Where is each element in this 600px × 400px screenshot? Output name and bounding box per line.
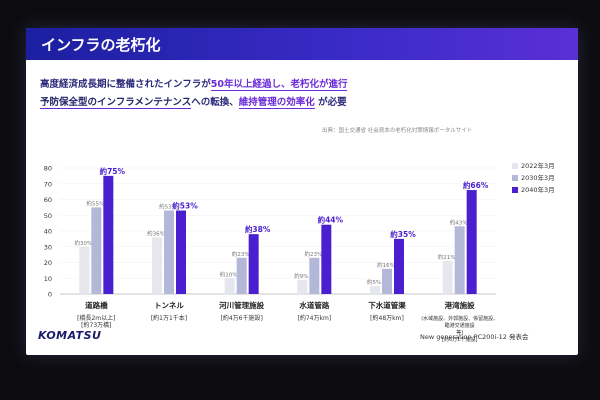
bar-3-2 [321, 224, 332, 294]
data-label-5-2: 約66% [463, 180, 489, 190]
data-label-3-2: 約44% [318, 215, 344, 225]
data-label-4-2: 約35% [390, 229, 416, 239]
bar-3-1 [309, 257, 320, 294]
bar-3-0 [297, 279, 308, 294]
title-banner: インフラの老朽化 [26, 28, 578, 60]
slide-title: インフラの老朽化 [41, 36, 161, 54]
category-note-5-1: 臨港交通施設 [445, 322, 475, 329]
intro-line-1: 高度経済成長期に整備されたインフラが50年以上経過し、老朽化が進行 [40, 76, 510, 94]
data-label-5-0: 約21% [438, 253, 456, 261]
category-label-5: 港湾施設 [445, 300, 475, 310]
category-note-2-0: [約4万6千施設] [221, 314, 263, 322]
category-label-4: 下水道管渠 [368, 300, 406, 310]
legend-label-0: 2022年3月 [521, 161, 555, 170]
category-note-1-0: [約1万1千本] [151, 314, 187, 322]
source-note: 出典：国土交通省 社会資本の老朽化対策情報ポータルサイト [322, 128, 473, 134]
legend-label-2: 2040年3月 [521, 185, 555, 194]
legend-swatch-0 [512, 163, 518, 169]
data-label-5-1: 約43% [450, 218, 468, 226]
y-tick-label-6: 60 [44, 196, 52, 204]
y-tick-label-3: 30 [44, 243, 52, 251]
y-tick-label-1: 10 [44, 275, 52, 283]
category-note-3-0: [約74万km] [298, 314, 332, 322]
komatsu-logo: KOMATSU [38, 329, 102, 342]
intro-line2-highlight: 維持管理の効率化 [238, 97, 315, 109]
intro-line2-a: 予防保全型のインフラメンテナンス [40, 97, 192, 109]
data-label-2-1: 約23% [232, 250, 250, 258]
bar-4-0 [370, 286, 380, 294]
data-label-2-0: 約10% [220, 270, 238, 278]
data-label-1-1: 約53% [159, 203, 177, 211]
category-label-1: トンネル [154, 301, 184, 310]
data-label-0-2: 約75% [100, 166, 126, 176]
bar-5-2 [466, 190, 477, 294]
legend-label-1: 2030年3月 [521, 173, 555, 182]
category-note-4-0: [約48万km] [370, 314, 404, 322]
y-tick-label-5: 50 [44, 212, 52, 220]
category-label-3: 水道管路 [299, 300, 329, 310]
category-note-5-2: 等) [456, 329, 463, 336]
intro-line1-highlight: 50年以上経過し、老朽化が進行 [210, 79, 348, 91]
legend-swatch-1 [512, 175, 518, 181]
bar-4-1 [382, 268, 392, 294]
category-note-5-0: (水域施設、外郭施設、係留施設、 [421, 315, 498, 322]
data-label-0-0: 約30% [74, 239, 92, 247]
bar-1-0 [152, 237, 162, 294]
y-tick-label-2: 20 [44, 259, 52, 267]
y-tick-label-4: 40 [44, 228, 52, 236]
intro-text: 高度経済成長期に整備されたインフラが50年以上経過し、老朽化が進行 予防保全型の… [40, 76, 510, 112]
legend-swatch-2 [512, 187, 518, 193]
intro-line2-d: が必要 [318, 97, 347, 108]
intro-line-2: 予防保全型のインフラメンテナンスへの転換、維持管理の効率化 が必要 [40, 94, 510, 112]
data-label-1-2: 約53% [172, 201, 198, 211]
data-label-4-1: 約16% [377, 261, 395, 269]
category-note-5-3: [約6万1千施設] [442, 336, 477, 343]
bar-0-1 [91, 207, 102, 294]
data-label-3-1: 約23% [304, 250, 322, 258]
bar-2-0 [224, 278, 235, 294]
presentation-slide: インフラの老朽化 高度経済成長期に整備されたインフラが50年以上経過し、老朽化が… [26, 28, 578, 355]
bar-4-2 [394, 238, 404, 294]
category-note-0-1: [約73万橋] [81, 321, 111, 329]
data-label-4-0: 約5% [367, 278, 381, 286]
data-label-2-2: 約38% [245, 224, 271, 234]
data-label-3-0: 約9% [294, 272, 308, 280]
category-label-0: 道路橋 [85, 300, 108, 310]
data-label-1-0: 約36% [147, 229, 165, 237]
bar-0-0 [79, 246, 90, 294]
data-label-0-1: 約55% [86, 199, 104, 207]
bar-5-1 [454, 226, 465, 294]
bar-1-1 [164, 210, 174, 294]
intro-line2-b: への転換、 [191, 97, 239, 108]
aging-infrastructure-chart: 0 10 20 30 40 50 60 70 80 約30% 約55% 約75% 道路橋 [橋長2m以上]… [44, 161, 555, 343]
bar-5-0 [442, 260, 453, 294]
y-tick-label-0: 0 [48, 291, 52, 299]
bar-0-2 [103, 175, 114, 294]
bar-1-2 [176, 210, 186, 294]
category-label-2: 河川管理施設 [219, 300, 264, 310]
y-tick-label-7: 70 [44, 180, 52, 188]
bar-2-1 [236, 257, 247, 294]
intro-line1-a: 高度経済成長期に整備されたインフラが [40, 79, 211, 90]
category-note-0-0: [橋長2m以上] [77, 314, 115, 322]
footer-event-text: New generation PC200i-12 発表会 [420, 333, 529, 341]
y-tick-label-8: 80 [44, 165, 52, 173]
bar-2-2 [248, 234, 259, 294]
